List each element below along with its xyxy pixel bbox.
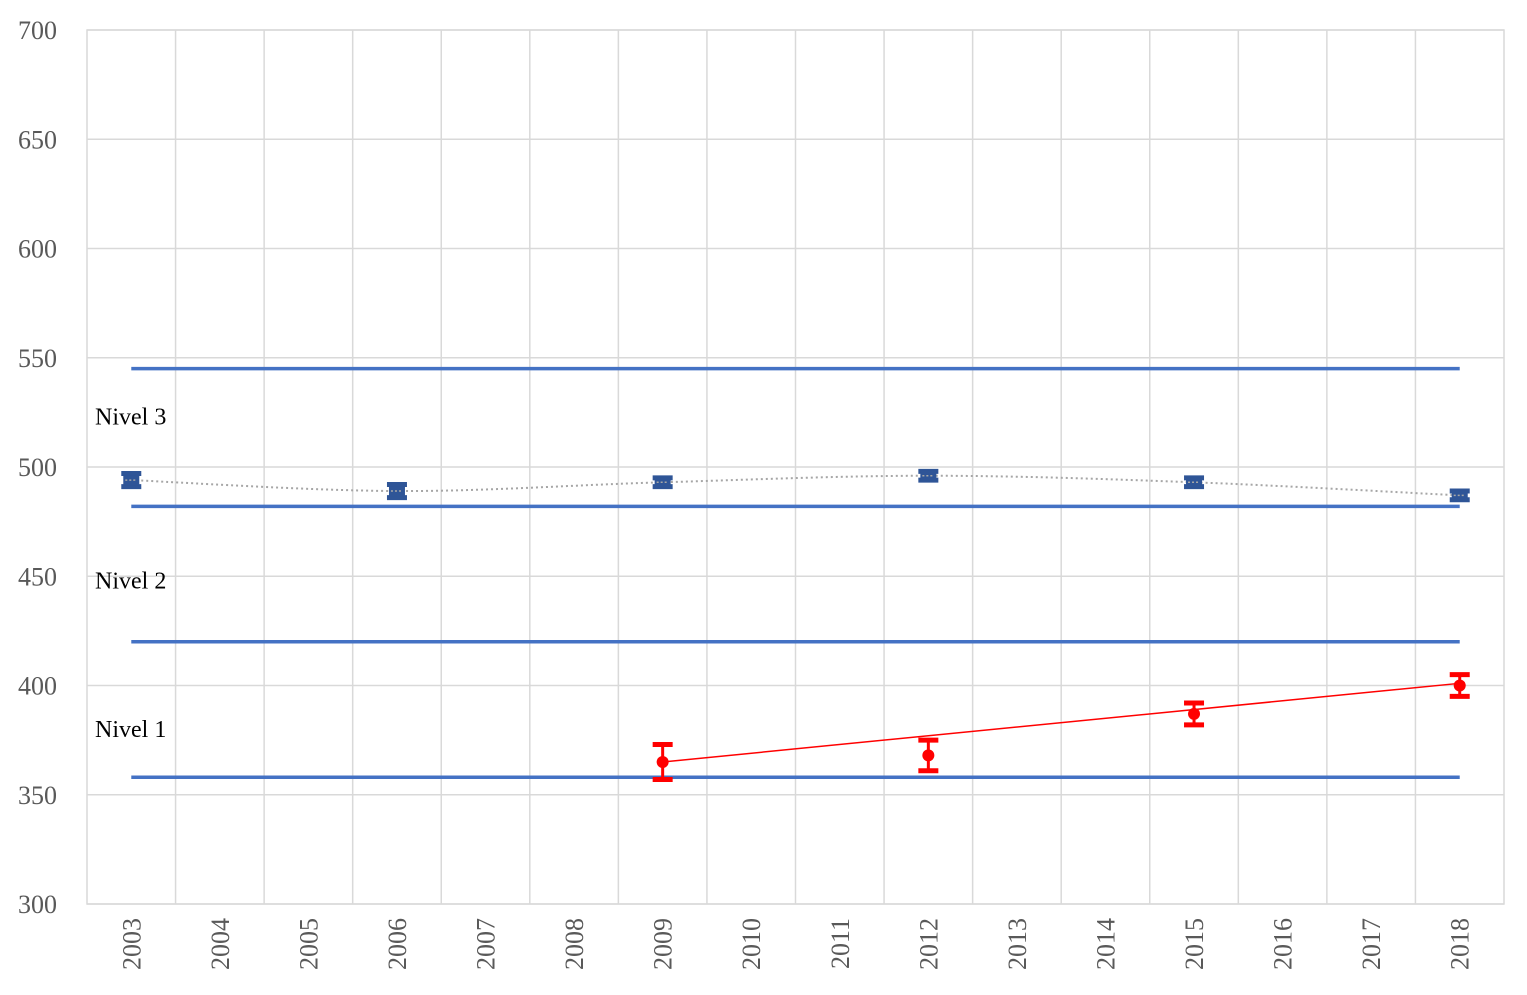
- x-tick-label: 2013: [1003, 918, 1032, 970]
- gridlines: [87, 29, 1504, 905]
- data-point: [656, 755, 669, 768]
- data-point: [1188, 707, 1201, 720]
- trend-lines: [131, 474, 1460, 763]
- x-tick-label: 2015: [1180, 918, 1209, 970]
- x-tick-label: 2012: [914, 918, 943, 970]
- x-tick-label: 2003: [117, 918, 146, 970]
- y-tick-label: 350: [18, 781, 57, 810]
- x-tick-label: 2016: [1269, 918, 1298, 970]
- x-tick-label: 2005: [294, 918, 323, 970]
- x-tick-label: 2009: [649, 918, 678, 970]
- level-lines: [131, 366, 1460, 780]
- y-tick-label: 550: [18, 344, 57, 373]
- y-tick-label: 600: [18, 235, 57, 264]
- x-axis-ticks: 2003 2004 2005 2006 2007 2008 2009 2010 2011 2012…: [117, 918, 1474, 970]
- data-point: [1453, 679, 1466, 692]
- x-tick-label: 2014: [1091, 918, 1120, 970]
- data-point: [922, 749, 935, 762]
- data-series: [121, 468, 1470, 782]
- level-label: Nivel 1: [95, 717, 166, 743]
- level-label: Nivel 2: [95, 569, 166, 595]
- level-labels: Nivel 1 Nivel 2 Nivel 3: [95, 405, 166, 743]
- trend-line-red: [662, 682, 1460, 763]
- x-tick-label: 2018: [1446, 918, 1475, 970]
- y-tick-label: 400: [18, 672, 57, 701]
- y-tick-label: 450: [18, 562, 57, 591]
- trend-line-dotted: [131, 474, 1460, 497]
- y-tick-label: 300: [18, 890, 57, 919]
- x-tick-label: 2006: [383, 918, 412, 970]
- x-tick-label: 2011: [826, 918, 855, 969]
- x-tick-label: 2004: [206, 918, 235, 970]
- y-tick-label: 700: [18, 16, 57, 45]
- x-tick-label: 2010: [737, 918, 766, 970]
- y-axis-ticks: 300 350 400 450 500 550 600 650 700: [18, 16, 57, 919]
- y-tick-label: 650: [18, 125, 57, 154]
- x-tick-label: 2008: [560, 918, 589, 970]
- y-tick-label: 500: [18, 453, 57, 482]
- x-tick-label: 2007: [472, 918, 501, 970]
- level-label: Nivel 3: [95, 405, 166, 431]
- x-tick-label: 2017: [1357, 918, 1386, 970]
